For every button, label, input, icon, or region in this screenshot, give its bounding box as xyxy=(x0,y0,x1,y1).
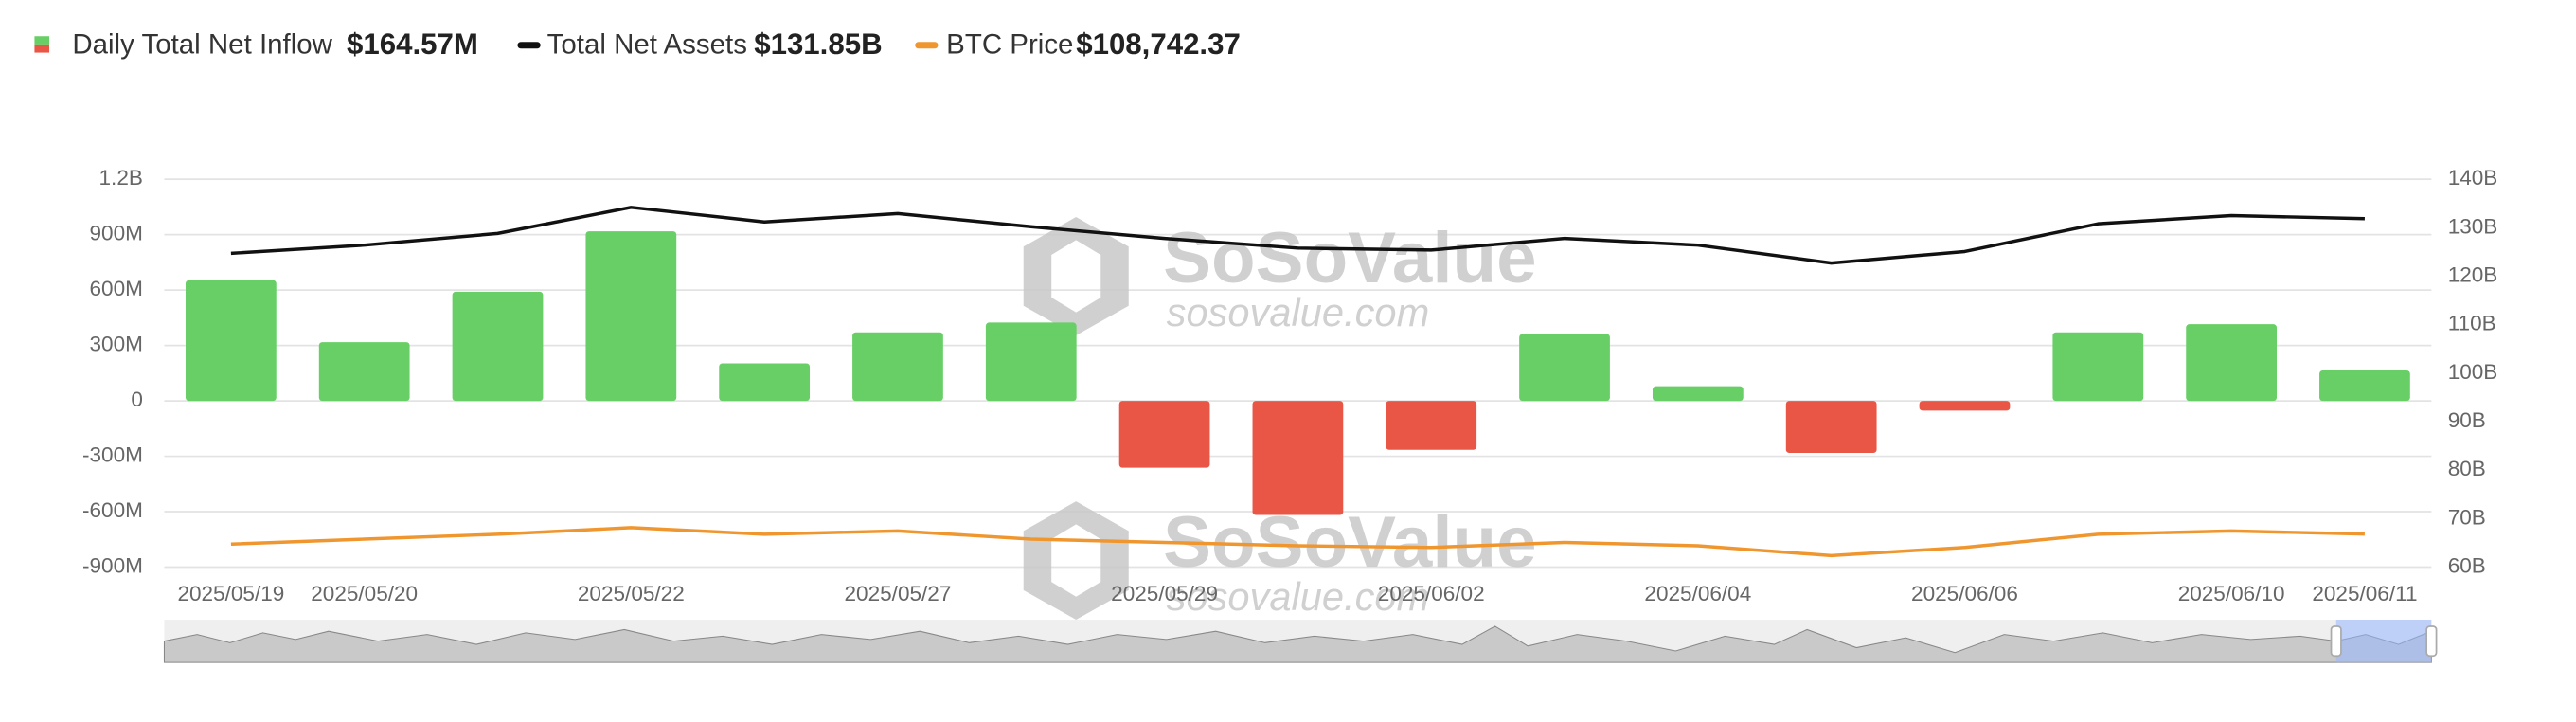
bar xyxy=(852,332,943,402)
legend-label[interactable]: BTC Price xyxy=(946,28,1073,60)
legend-icon[interactable] xyxy=(34,36,50,45)
navigator-handle[interactable] xyxy=(2330,625,2342,658)
x-tick-label: 2025/06/06 xyxy=(1911,582,2018,605)
x-tick-label: 2025/05/27 xyxy=(845,582,952,605)
legend-icon[interactable] xyxy=(517,42,541,49)
bar xyxy=(452,291,544,402)
x-tick-label: 2025/06/02 xyxy=(1378,582,1485,605)
bar xyxy=(2186,324,2277,402)
legend-icon[interactable] xyxy=(915,42,939,49)
watermark xyxy=(1023,217,1129,621)
y-tick-label: -300M xyxy=(82,443,143,467)
y-tick-label: -600M xyxy=(82,498,143,522)
watermark-site: sosovalue.com xyxy=(1167,574,1430,619)
y2-tick-label: 60B xyxy=(2448,553,2486,577)
bar xyxy=(318,342,410,402)
bar xyxy=(1118,401,1210,468)
bar xyxy=(585,231,677,402)
x-tick-label: 2025/05/22 xyxy=(578,582,685,605)
x-tick-label: 2025/05/20 xyxy=(311,582,418,605)
bar xyxy=(1252,401,1344,515)
legend-value: $131.85B xyxy=(754,27,882,61)
navigator[interactable] xyxy=(163,620,2438,663)
y2-tick-label: 100B xyxy=(2448,360,2498,384)
line xyxy=(230,206,2365,265)
bar xyxy=(1386,401,1477,450)
y2-tick-label: 130B xyxy=(2448,214,2498,238)
y-tick-label: 1.2B xyxy=(99,166,143,190)
y2-tick-label: 120B xyxy=(2448,262,2498,286)
y2-tick-label: 90B xyxy=(2448,408,2486,432)
legend-value: $164.57M xyxy=(347,27,478,61)
watermark-logo xyxy=(1023,501,1129,621)
x-tick-label: 2025/05/29 xyxy=(1111,582,1218,605)
legend-icon[interactable] xyxy=(34,44,50,53)
x-tick-label: 2025/06/10 xyxy=(2178,582,2285,605)
bar xyxy=(186,280,277,402)
y-tick-label: 0 xyxy=(131,388,143,411)
bar xyxy=(1919,401,2011,411)
y-tick-label: 900M xyxy=(90,222,143,245)
watermark-site: sosovalue.com xyxy=(1167,290,1430,334)
bar xyxy=(2319,370,2410,402)
bar xyxy=(719,363,811,402)
bar xyxy=(1785,401,1877,454)
y-tick-label: -900M xyxy=(82,553,143,577)
x-tick-label: 2025/05/19 xyxy=(177,582,284,605)
bar xyxy=(2052,332,2144,402)
navigator-area xyxy=(163,625,2432,663)
bar xyxy=(1652,386,1744,402)
watermark-logo xyxy=(1023,217,1129,335)
bar xyxy=(1519,334,1610,402)
x-tick-label: 2025/06/11 xyxy=(2312,582,2417,605)
line xyxy=(230,526,2365,558)
watermark-brand: SoSoValue xyxy=(1163,218,1536,298)
x-tick-label: 2025/06/04 xyxy=(1644,582,1751,605)
y2-tick-label: 70B xyxy=(2448,505,2486,529)
legend-label[interactable]: Total Net Assets xyxy=(547,28,747,60)
navigator-handle[interactable] xyxy=(2425,625,2438,658)
y2-tick-label: 80B xyxy=(2448,457,2486,480)
y-tick-label: 600M xyxy=(90,277,143,300)
bar xyxy=(985,322,1077,402)
y2-tick-label: 110B xyxy=(2448,312,2496,335)
y-tick-label: 300M xyxy=(90,333,143,356)
y2-tick-label: 140B xyxy=(2448,166,2498,190)
legend-value: $108,742.37 xyxy=(1076,27,1241,61)
navigator-selection[interactable] xyxy=(2335,620,2432,663)
legend-label[interactable]: Daily Total Net Inflow xyxy=(72,28,332,60)
